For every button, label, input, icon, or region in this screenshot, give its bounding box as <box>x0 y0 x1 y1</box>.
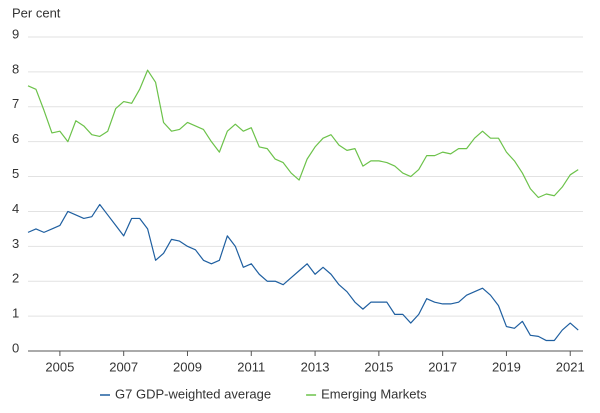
x-tick-label: 2013 <box>301 359 330 374</box>
x-tick-label: 2009 <box>173 359 202 374</box>
x-tick-label: 2007 <box>109 359 138 374</box>
series-line <box>27 69 579 199</box>
y-tick-label: 7 <box>12 96 19 111</box>
y-tick-label: 4 <box>12 201 19 216</box>
y-tick-label: 2 <box>12 271 19 286</box>
y-tick-label: 1 <box>12 306 19 321</box>
y-tick-label: 8 <box>12 61 19 76</box>
y-tick-label: 9 <box>12 26 19 41</box>
x-tick-label: 2017 <box>428 359 457 374</box>
x-tick-label: 2015 <box>364 359 393 374</box>
y-tick-label: 0 <box>12 340 19 355</box>
x-tick-label: 2005 <box>45 359 74 374</box>
x-tick-label: 2021 <box>556 359 585 374</box>
series-line <box>27 203 579 342</box>
y-tick-label: 3 <box>12 236 19 251</box>
y-tick-label: 5 <box>12 166 19 181</box>
legend-label: Emerging Markets <box>321 386 427 401</box>
legend-label: G7 GDP-weighted average <box>115 386 271 401</box>
y-tick-label: 6 <box>12 131 19 146</box>
x-tick-label: 2011 <box>237 359 265 374</box>
y-axis-label: Per cent <box>12 5 61 20</box>
x-tick-label: 2019 <box>492 359 521 374</box>
